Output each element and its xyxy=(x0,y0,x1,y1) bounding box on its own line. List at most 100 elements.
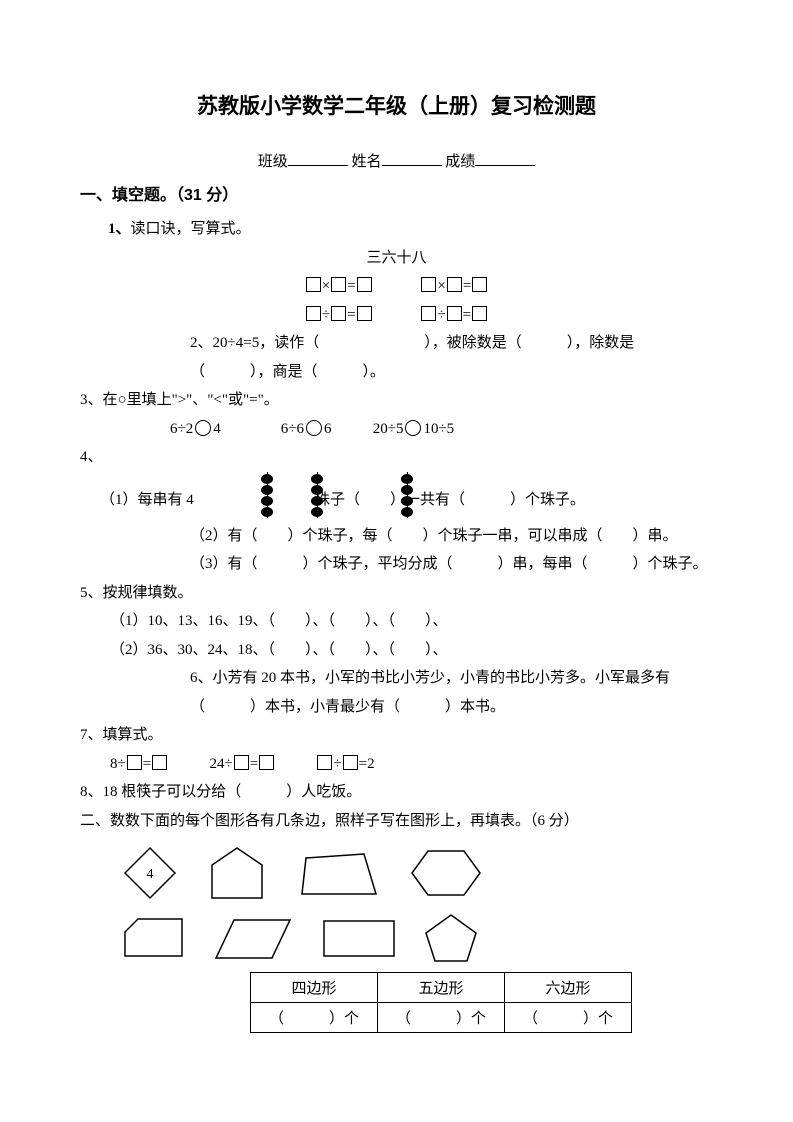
page-title: 苏教版小学数学二年级（上册）复习检测题 xyxy=(80,90,713,120)
box[interactable] xyxy=(343,755,358,770)
q2: 2、20÷4=5，读作（ ），被除数是（ ），除数是（ ），商是（ ）。 xyxy=(190,329,713,386)
q3: 3、在○里填上">"、"<"或"="。 xyxy=(80,386,713,415)
q5: 5、按规律填数。 xyxy=(80,579,713,608)
t: 24÷ xyxy=(209,756,232,772)
box[interactable] xyxy=(234,755,249,770)
box[interactable] xyxy=(317,755,332,770)
circle[interactable] xyxy=(405,420,421,436)
q3-c: 20÷5 10÷5 xyxy=(373,421,454,437)
q7: 7、填算式。 xyxy=(80,721,713,750)
q1-eq3: ÷= xyxy=(305,301,373,330)
shape-count-table: 四边形 五边形 六边形 （ ）个 （ ）个 （ ）个 xyxy=(250,972,632,1033)
q6: 6、小芳有 20 本书，小军的书比小芳少，小青的书比小芳多。小军最多有（ ）本书… xyxy=(190,664,713,721)
q1-eq4: ÷= xyxy=(420,301,488,330)
shape-cut-rect-pentagon xyxy=(120,914,190,964)
box[interactable] xyxy=(306,277,321,292)
q3-num: 3、 xyxy=(80,392,103,408)
q1-row2: ÷= ÷= xyxy=(80,301,713,330)
page: 苏教版小学数学二年级（上册）复习检测题 班级 姓名 成绩 一、填空题。（31 分… xyxy=(0,0,793,1122)
q5-b: （2）36、30、24、18、（ ）、（ ）、（ ）、 xyxy=(110,636,713,665)
th-4: 四边形 xyxy=(251,973,378,1003)
shape-diamond: 4 xyxy=(120,843,180,903)
shape-parallelogram xyxy=(212,914,297,964)
q3-b-l: 6÷6 xyxy=(281,421,304,437)
q1-num: 1、 xyxy=(108,221,131,237)
q3-b-r: 6 xyxy=(324,421,332,437)
label-4: 4 xyxy=(147,867,154,882)
q7-num: 7、 xyxy=(80,727,103,743)
shapes-row-1: 4 xyxy=(120,843,713,903)
blank-score[interactable] xyxy=(475,150,535,166)
q3-a-r: 4 xyxy=(213,421,221,437)
q3-a-l: 6÷2 xyxy=(170,421,193,437)
t: 8÷ xyxy=(110,756,126,772)
table-row: 四边形 五边形 六边形 xyxy=(251,973,632,1003)
q3-c-l: 20÷5 xyxy=(373,421,404,437)
q8: 8、18 根筷子可以分给（ ）人吃饭。 xyxy=(80,778,713,807)
q5-num: 5、 xyxy=(80,585,103,601)
q7-eqs: 8÷= 24÷= ÷ =2 xyxy=(110,750,713,779)
t: =2 xyxy=(359,756,375,772)
shape-house-pentagon xyxy=(202,843,272,903)
q4-line1: （1）每串有 4 珠子（ ） 一共有（ ）个珠子。 xyxy=(100,472,713,522)
q7-eq3: ÷ =2 xyxy=(316,756,374,772)
q1-eq2: ×= xyxy=(420,272,488,301)
box[interactable] xyxy=(127,755,142,770)
q3-text: 在○里填上">"、"<"或"="。 xyxy=(103,392,279,408)
box[interactable] xyxy=(306,306,321,321)
q5-text: 按规律填数。 xyxy=(103,585,193,601)
q7-text: 填算式。 xyxy=(103,727,163,743)
t: （ ） xyxy=(345,492,405,508)
q3-items: 6÷2 4 6÷6 6 20÷5 10÷5 xyxy=(170,415,713,444)
q5-a: （1）10、13、16、19、（ ）、（ ）、（ ）、 xyxy=(110,607,713,636)
t: 珠子 xyxy=(315,492,345,508)
box[interactable] xyxy=(331,306,346,321)
label-name: 姓名 xyxy=(351,154,381,170)
label-score: 成绩 xyxy=(445,154,475,170)
q4-num: 4、 xyxy=(80,443,713,472)
box[interactable] xyxy=(421,277,436,292)
blank-name[interactable] xyxy=(382,150,442,166)
th-6: 六边形 xyxy=(505,973,632,1003)
section-1-header: 一、填空题。（31 分） xyxy=(80,181,713,205)
shape-trapezoid xyxy=(294,846,384,901)
box[interactable] xyxy=(331,277,346,292)
box[interactable] xyxy=(472,277,487,292)
q7-eq2: 24÷= xyxy=(209,756,275,772)
beads-icon xyxy=(260,472,274,518)
q1-text: 读口诀，写算式。 xyxy=(131,221,251,237)
q4-line2: （2）有（ ）个珠子，每（ ）个珠子一串，可以串成（ ）串。 xyxy=(190,522,713,551)
cell-5[interactable]: （ ）个 xyxy=(378,1003,505,1033)
cell-6[interactable]: （ ）个 xyxy=(505,1003,632,1033)
box[interactable] xyxy=(259,755,274,770)
q4-l1d: 一共有（ ）个珠子。 xyxy=(405,486,585,515)
q1: 1、读口诀，写算式。 xyxy=(108,215,713,244)
box[interactable] xyxy=(421,306,436,321)
blank-class[interactable] xyxy=(288,150,348,166)
label-class: 班级 xyxy=(258,154,288,170)
box[interactable] xyxy=(472,306,487,321)
student-info-line: 班级 姓名 成绩 xyxy=(80,150,713,171)
q3-a: 6÷2 4 xyxy=(170,421,221,437)
box[interactable] xyxy=(447,277,462,292)
q3-c-r: 10÷5 xyxy=(423,421,454,437)
shape-hexagon xyxy=(406,843,486,903)
q1-phrase: 三六十八 xyxy=(80,244,713,273)
q4-l1b: 珠子（ ） xyxy=(315,486,405,515)
circle[interactable] xyxy=(306,420,322,436)
q7-eq1: 8÷= xyxy=(110,756,168,772)
t: ÷ xyxy=(333,756,341,772)
box[interactable] xyxy=(357,306,372,321)
q4-l1a: （1）每串有 4 xyxy=(100,486,194,515)
shapes-row-2 xyxy=(120,911,713,966)
section-2-header: 二、数数下面的每个图形各有几条边，照样子写在图形上，再填表。（6 分） xyxy=(80,807,713,836)
table-row: （ ）个 （ ）个 （ ）个 xyxy=(251,1003,632,1033)
box[interactable] xyxy=(447,306,462,321)
circle[interactable] xyxy=(195,420,211,436)
box[interactable] xyxy=(152,755,167,770)
box[interactable] xyxy=(357,277,372,292)
cell-4[interactable]: （ ）个 xyxy=(251,1003,378,1033)
shape-pentagon xyxy=(421,911,481,966)
q3-b: 6÷6 6 xyxy=(281,421,332,437)
shape-rectangle xyxy=(319,916,399,961)
